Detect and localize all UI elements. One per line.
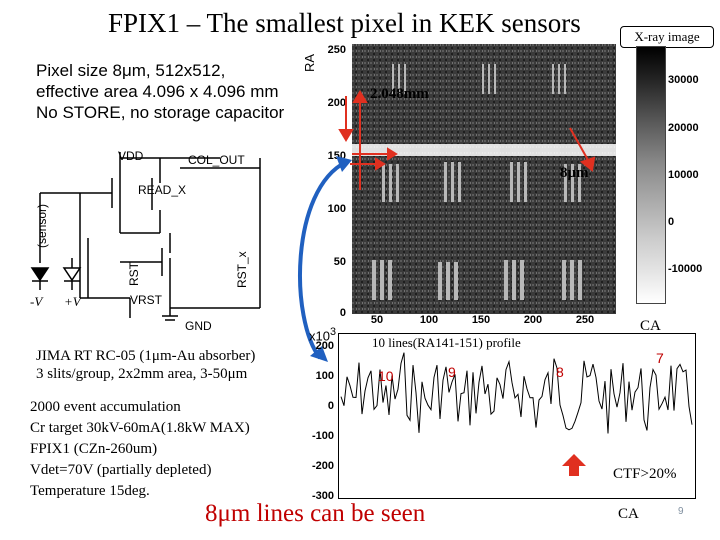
sensor-label: (sensor) <box>35 204 49 248</box>
page-number: 9 <box>678 506 684 517</box>
profile-y-tick: 200 <box>315 340 334 352</box>
conditions-block: 2000 event accumulation Cr target 30kV-6… <box>30 397 250 502</box>
multiplier-base: x10 <box>309 328 330 344</box>
x-tick: 200 <box>523 314 543 326</box>
condition-line: 2000 event accumulation <box>30 399 181 415</box>
colorbar <box>636 46 666 304</box>
colorbar-tick: 20000 <box>668 122 699 134</box>
y-tick: 0 <box>339 307 346 319</box>
y-tick: 100 <box>327 203 346 215</box>
vdd-label: VDD <box>118 149 144 163</box>
slide-title: FPIX1 – The smallest pixel in KEK sensor… <box>108 8 581 38</box>
y-tick: 200 <box>327 97 346 109</box>
read-x-label: READ_X <box>138 183 186 197</box>
description-line: effective area 4.096 x 4.096 mm <box>36 82 279 101</box>
bottom-caption: 8μm lines can be seen <box>205 500 426 527</box>
size-annotation: 2.048mm <box>370 86 429 102</box>
plus-v-label: +V <box>64 294 83 309</box>
xray-image <box>352 44 616 314</box>
ra-axis-label: RA <box>302 53 317 72</box>
condition-line: Temperature 15deg. <box>30 483 150 499</box>
x-tick: 250 <box>575 314 595 326</box>
experiment-info: JIMA RT RC-05 (1μm-Au absorber) 3 slits/… <box>36 347 255 383</box>
profile-y-tick: 0 <box>327 400 334 412</box>
profile-y-tick: -300 <box>311 490 334 502</box>
pitch-annotation: 8μm <box>560 165 589 181</box>
up-arrow-icon <box>562 454 586 476</box>
rst-label: RST <box>127 261 141 286</box>
xray-image-label: X-ray image <box>620 26 714 48</box>
multiplier-exponent: 3 <box>329 326 336 338</box>
condition-line: Cr target 30kV-60mA(1.8kW MAX) <box>30 420 250 436</box>
ca-axis-label: CA <box>640 318 661 334</box>
profile-multiplier: x103 <box>309 326 336 343</box>
gnd-label: GND <box>185 319 212 333</box>
profile-plot <box>338 333 696 499</box>
experiment-line: 3 slits/group, 2x2mm area, 3-50μm <box>36 366 248 382</box>
col-out-label: COL_OUT <box>188 153 245 167</box>
profile-y-tick: 100 <box>315 370 334 382</box>
xray-texture <box>352 44 616 314</box>
colorbar-tick: -10000 <box>668 263 703 275</box>
ctf-label: CTF>20% <box>613 466 677 482</box>
curved-arrow <box>298 156 352 362</box>
group-label: 8 <box>556 364 564 380</box>
experiment-line: JIMA RT RC-05 (1μm-Au absorber) <box>36 348 256 364</box>
colorbar-tick: 10000 <box>668 169 699 181</box>
condition-line: FPIX1 (CZn-260um) <box>30 441 158 457</box>
group-label: 7 <box>656 350 664 366</box>
colorbar-tick: 30000 <box>668 74 699 86</box>
group-label: 10 <box>378 368 394 384</box>
rst-x-label: RST_x <box>235 251 249 288</box>
x-tick: 150 <box>471 314 491 326</box>
description-line: Pixel size 8μm, 512x512, <box>36 61 226 80</box>
profile-curve <box>340 352 693 434</box>
annotation-arrows <box>338 90 596 190</box>
y-tick: 250 <box>327 44 346 56</box>
y-tick: 50 <box>333 256 346 268</box>
pixel-circuit-diagram: VDD COL_OUT READ_X VRST GND -V +V (senso… <box>30 149 261 333</box>
profile-ca-label: CA <box>618 506 639 522</box>
colorbar-tick: 0 <box>668 216 675 228</box>
pixel-description: Pixel size 8μm, 512x512, effective area … <box>36 60 284 123</box>
profile-title: 10 lines(RA141-151) profile <box>372 335 521 350</box>
x-tick: 100 <box>419 314 439 326</box>
description-line: No STORE, no storage capacitor <box>36 103 285 122</box>
condition-line: Vdet=70V (partially depleted) <box>30 462 212 478</box>
x-tick: 50 <box>370 314 384 326</box>
profile-y-tick: -200 <box>311 460 334 472</box>
profile-line <box>340 352 693 434</box>
minus-v-label: -V <box>30 294 44 309</box>
profile-y-tick: -100 <box>311 430 334 442</box>
group-label: 9 <box>448 364 456 380</box>
vrst-label: VRST <box>130 293 163 307</box>
